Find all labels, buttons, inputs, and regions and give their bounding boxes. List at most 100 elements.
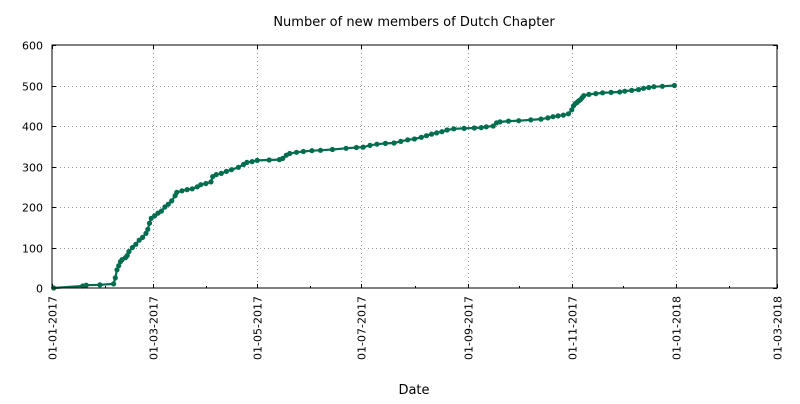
data-point bbox=[83, 282, 89, 288]
data-point bbox=[293, 149, 300, 155]
data-point bbox=[174, 189, 180, 195]
data-point bbox=[565, 111, 572, 117]
data-point bbox=[367, 142, 373, 148]
data-point bbox=[97, 282, 103, 288]
data-point bbox=[398, 138, 404, 144]
data-point bbox=[622, 88, 628, 94]
data-point bbox=[471, 125, 477, 131]
data-point bbox=[382, 140, 388, 146]
data-point bbox=[646, 84, 652, 91]
data-point bbox=[329, 146, 335, 153]
data-point bbox=[158, 208, 164, 214]
data-point bbox=[280, 155, 286, 161]
data-point bbox=[353, 144, 359, 151]
data-point bbox=[179, 188, 185, 194]
data-point bbox=[143, 230, 149, 236]
data-point bbox=[111, 281, 117, 287]
axes: 0 100 200 300 400 500 600 01-01-2017 01-03-2017 0… bbox=[22, 40, 785, 360]
x-tick-label: 01-07-2017 bbox=[356, 296, 369, 360]
data-point bbox=[528, 117, 534, 123]
data-point bbox=[287, 150, 293, 157]
x-tick-label: 01-05-2017 bbox=[252, 296, 265, 360]
data-point bbox=[343, 145, 349, 151]
data-point bbox=[218, 170, 224, 176]
data-point bbox=[309, 148, 315, 154]
data-point bbox=[581, 93, 587, 99]
series-layer bbox=[51, 82, 678, 291]
data-point bbox=[411, 136, 418, 142]
y-tick-label: 400 bbox=[22, 121, 43, 134]
data-point bbox=[189, 186, 195, 192]
data-point bbox=[114, 267, 120, 273]
data-point bbox=[244, 159, 250, 165]
data-point bbox=[254, 157, 260, 163]
data-point bbox=[112, 275, 118, 281]
data-point bbox=[133, 241, 139, 247]
data-point bbox=[434, 130, 440, 136]
chart-title: Number of new members of Dutch Chapter bbox=[273, 15, 555, 30]
data-point bbox=[423, 133, 430, 139]
series-line bbox=[53, 84, 675, 290]
data-point bbox=[405, 137, 411, 143]
data-point bbox=[146, 220, 153, 226]
y-tick-label: 600 bbox=[22, 40, 43, 53]
data-point bbox=[545, 115, 551, 121]
grid-lines bbox=[52, 45, 777, 288]
data-point bbox=[461, 125, 467, 131]
y-tick-label: 300 bbox=[22, 162, 43, 175]
data-point bbox=[360, 144, 366, 150]
data-point bbox=[651, 84, 657, 90]
data-point bbox=[586, 91, 592, 97]
data-point bbox=[555, 113, 561, 119]
x-tick-label: 01-03-2018 bbox=[772, 296, 785, 360]
y-tick-label: 500 bbox=[22, 81, 43, 94]
data-point bbox=[635, 87, 642, 93]
data-point bbox=[516, 118, 522, 124]
data-point bbox=[444, 127, 450, 133]
plot-frame bbox=[51, 44, 778, 289]
data-point bbox=[593, 91, 599, 97]
data-point bbox=[451, 126, 457, 132]
data-point bbox=[184, 187, 190, 193]
data-point bbox=[671, 82, 678, 89]
data-point bbox=[490, 123, 496, 129]
data-point bbox=[223, 168, 229, 174]
y-tick-label: 200 bbox=[22, 202, 43, 215]
data-point bbox=[560, 112, 566, 118]
data-point bbox=[145, 226, 151, 232]
data-point bbox=[169, 198, 175, 204]
data-point bbox=[600, 90, 606, 96]
y-tick-label: 100 bbox=[22, 243, 43, 256]
data-point bbox=[617, 89, 623, 95]
data-point bbox=[235, 164, 241, 170]
data-point bbox=[483, 124, 489, 130]
data-point bbox=[641, 85, 647, 91]
data-point bbox=[659, 83, 666, 89]
data-point bbox=[165, 201, 171, 207]
data-point bbox=[129, 244, 135, 251]
data-point bbox=[208, 179, 214, 185]
data-point bbox=[497, 119, 503, 125]
data-point bbox=[374, 141, 380, 147]
data-point bbox=[439, 129, 445, 135]
data-point bbox=[608, 89, 614, 95]
data-point bbox=[116, 263, 122, 269]
data-point bbox=[629, 87, 635, 93]
data-point bbox=[569, 107, 575, 113]
data-point bbox=[317, 147, 324, 153]
data-point bbox=[266, 157, 272, 163]
data-point bbox=[228, 167, 235, 173]
x-axis-label: Date bbox=[398, 383, 429, 398]
data-point bbox=[418, 134, 424, 140]
data-point bbox=[203, 180, 209, 187]
data-point bbox=[538, 116, 544, 122]
data-point bbox=[505, 118, 512, 124]
data-point bbox=[213, 172, 219, 178]
x-tick-label: 01-11-2017 bbox=[567, 296, 580, 360]
data-point bbox=[249, 159, 255, 165]
data-point bbox=[478, 125, 484, 131]
data-point bbox=[124, 253, 130, 259]
data-point bbox=[429, 131, 435, 137]
